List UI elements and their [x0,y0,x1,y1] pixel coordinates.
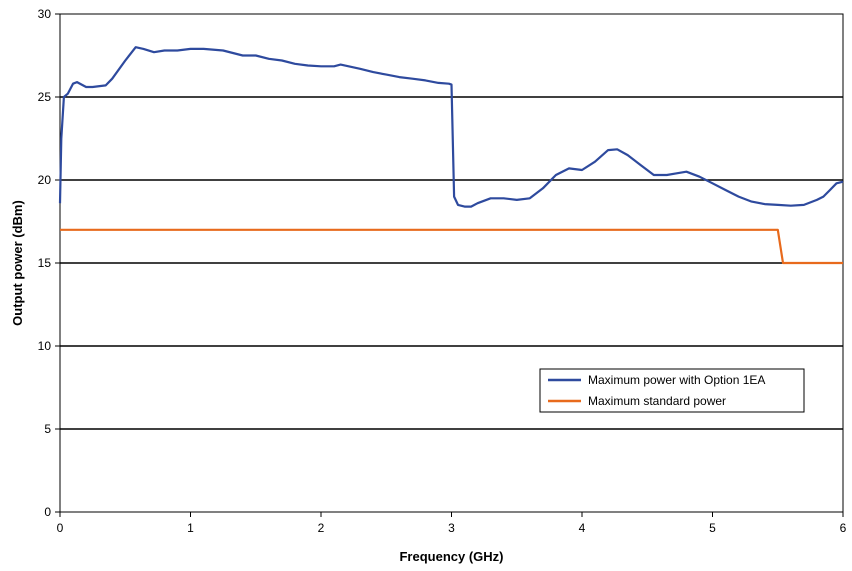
legend-box [539,368,805,413]
x-tick-label-3: 3 [448,521,455,535]
x-tick-labels: 0 1 2 3 4 5 6 [57,512,847,535]
y-tick-label-3: 15 [38,256,52,270]
series-lines [58,46,844,265]
x-axis-label: Frequency (GHz) [399,549,503,564]
y-tick-label-5: 25 [38,90,52,104]
legend-label-option-1ea: Maximum power with Option 1EA [588,373,765,387]
x-tick-label-4: 4 [579,521,586,535]
x-tick-label-2: 2 [318,521,325,535]
x-tick-label-0: 0 [57,521,64,535]
y-tick-label-0: 0 [44,505,51,519]
y-tick-label-6: 30 [38,7,52,21]
legend: Maximum power with Option 1EA Maximum st… [539,368,805,413]
legend-label-standard: Maximum standard power [588,394,726,408]
x-tick-label-6: 6 [840,521,847,535]
y-axis-label: Output power (dBm) [10,200,25,326]
series-line-0 [58,46,844,208]
y-tick-label-1: 5 [44,422,51,436]
series-line-1 [60,228,843,265]
y-tick-label-4: 20 [38,173,52,187]
x-tick-label-1: 1 [187,521,194,535]
x-tick-label-5: 5 [709,521,716,535]
y-tick-labels: 0 5 10 15 20 25 30 [38,7,60,519]
y-tick-label-2: 10 [38,339,52,353]
